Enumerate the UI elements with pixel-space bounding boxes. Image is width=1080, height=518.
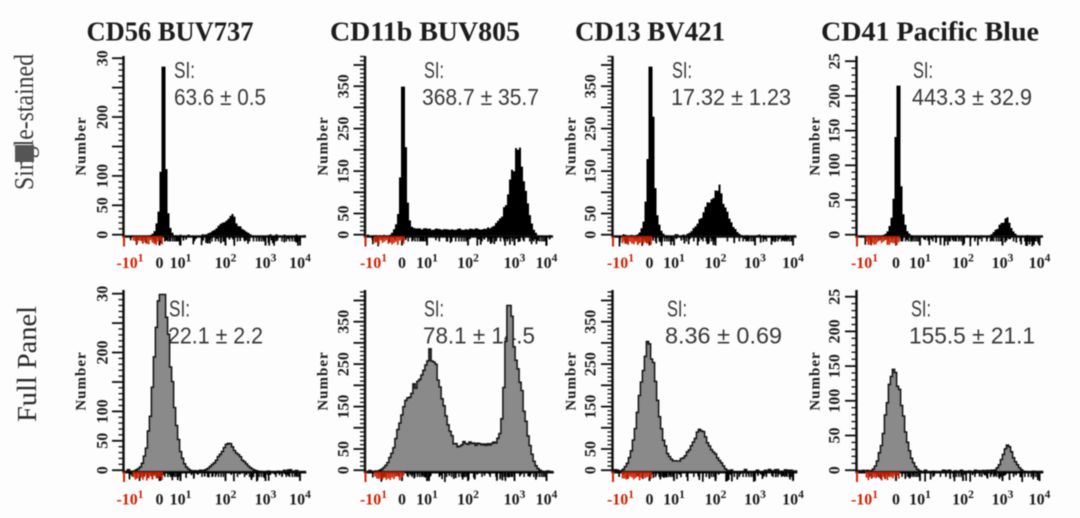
svg-text:-101: -101 xyxy=(851,253,878,273)
svg-text:150: 150 xyxy=(827,354,844,378)
svg-text:63.6 ± 0.5: 63.6 ± 0.5 xyxy=(174,84,266,110)
svg-text:0: 0 xyxy=(827,466,844,474)
svg-text:50: 50 xyxy=(95,433,112,449)
svg-text:SI:: SI: xyxy=(667,296,687,322)
svg-text:Full Panel: Full Panel xyxy=(12,306,42,422)
svg-text:350: 350 xyxy=(336,74,353,98)
svg-text:150: 150 xyxy=(827,119,844,143)
svg-text:Number: Number xyxy=(563,351,579,410)
svg-text:0: 0 xyxy=(336,466,353,474)
svg-text:SI:: SI: xyxy=(672,57,692,83)
svg-text:0: 0 xyxy=(95,466,112,474)
svg-text:Single-stained: Single-stained xyxy=(9,54,39,190)
svg-text:Number: Number xyxy=(73,351,89,410)
svg-text:25: 25 xyxy=(827,53,844,69)
svg-text:CD41 Pacific Blue: CD41 Pacific Blue xyxy=(821,16,1039,47)
svg-text:50: 50 xyxy=(583,441,600,457)
svg-text:368.7 ± 35.7: 368.7 ± 35.7 xyxy=(422,84,539,110)
svg-text:50: 50 xyxy=(827,192,844,208)
svg-text:30: 30 xyxy=(95,50,112,66)
svg-text:250: 250 xyxy=(336,117,353,141)
svg-text:CD11b BUV805: CD11b BUV805 xyxy=(330,16,520,47)
svg-text:-101: -101 xyxy=(607,253,634,273)
svg-text:SI:: SI: xyxy=(911,296,931,322)
svg-text:0: 0 xyxy=(156,492,164,509)
svg-text:350: 350 xyxy=(336,310,353,334)
svg-text:0: 0 xyxy=(583,466,600,474)
svg-text:0: 0 xyxy=(398,255,406,272)
svg-text:0: 0 xyxy=(646,255,654,272)
svg-text:0: 0 xyxy=(156,255,164,272)
svg-text:150: 150 xyxy=(583,395,600,419)
svg-text:Number: Number xyxy=(563,116,579,175)
svg-text:0: 0 xyxy=(583,231,600,239)
svg-text:-101: -101 xyxy=(607,489,634,509)
svg-text:150: 150 xyxy=(336,395,353,419)
svg-text:-101: -101 xyxy=(116,253,143,273)
svg-text:CD13 BV421: CD13 BV421 xyxy=(575,16,725,47)
svg-text:0: 0 xyxy=(827,231,844,239)
svg-text:SI:: SI: xyxy=(424,296,444,322)
svg-text:200: 200 xyxy=(827,319,844,343)
svg-text:30: 30 xyxy=(95,286,112,302)
svg-text:0: 0 xyxy=(646,492,654,509)
svg-text:200: 200 xyxy=(827,84,844,108)
svg-text:100: 100 xyxy=(827,153,844,177)
svg-text:350: 350 xyxy=(583,74,600,98)
svg-text:150: 150 xyxy=(336,159,353,183)
svg-text:SI:: SI: xyxy=(424,57,444,83)
svg-text:-101: -101 xyxy=(851,489,878,509)
svg-text:22.1 ± 2.2: 22.1 ± 2.2 xyxy=(168,323,263,349)
svg-text:200: 200 xyxy=(95,105,112,129)
svg-text:0: 0 xyxy=(95,231,112,239)
svg-text:Number: Number xyxy=(73,116,89,175)
svg-text:250: 250 xyxy=(583,117,600,141)
svg-text:17.32 ± 1.23: 17.32 ± 1.23 xyxy=(671,84,791,110)
svg-text:SI:: SI: xyxy=(913,57,933,83)
svg-text:-101: -101 xyxy=(360,489,387,509)
svg-text:78.1 ± 14.5: 78.1 ± 14.5 xyxy=(423,323,535,349)
svg-text:100: 100 xyxy=(95,399,112,423)
svg-text:155.5 ± 21.1: 155.5 ± 21.1 xyxy=(909,323,1035,349)
svg-text:Number: Number xyxy=(315,116,331,175)
svg-text:CD56 BUV737: CD56 BUV737 xyxy=(87,16,254,47)
svg-text:350: 350 xyxy=(583,310,600,334)
svg-text:0: 0 xyxy=(892,255,900,272)
svg-text:50: 50 xyxy=(336,206,353,222)
svg-text:100: 100 xyxy=(827,389,844,413)
svg-text:Number: Number xyxy=(807,116,823,175)
svg-text:-101: -101 xyxy=(360,253,387,273)
svg-text:0: 0 xyxy=(336,231,353,239)
svg-text:Number: Number xyxy=(807,351,823,410)
svg-text:150: 150 xyxy=(583,159,600,183)
svg-text:50: 50 xyxy=(583,206,600,222)
svg-text:SI:: SI: xyxy=(174,57,195,83)
svg-text:25: 25 xyxy=(827,289,844,305)
svg-text:100: 100 xyxy=(95,164,112,188)
svg-text:-101: -101 xyxy=(116,489,143,509)
svg-text:50: 50 xyxy=(336,441,353,457)
svg-text:200: 200 xyxy=(95,341,112,365)
svg-text:0: 0 xyxy=(398,492,406,509)
svg-text:443.3 ± 32.9: 443.3 ± 32.9 xyxy=(912,84,1032,110)
svg-text:0: 0 xyxy=(892,492,900,509)
svg-text:250: 250 xyxy=(336,352,353,376)
svg-text:50: 50 xyxy=(95,197,112,213)
svg-text:SI:: SI: xyxy=(169,296,190,322)
svg-text:50: 50 xyxy=(827,428,844,444)
svg-text:Number: Number xyxy=(315,351,331,410)
svg-text:8.36 ± 0.69: 8.36 ± 0.69 xyxy=(665,323,782,349)
svg-text:250: 250 xyxy=(583,352,600,376)
